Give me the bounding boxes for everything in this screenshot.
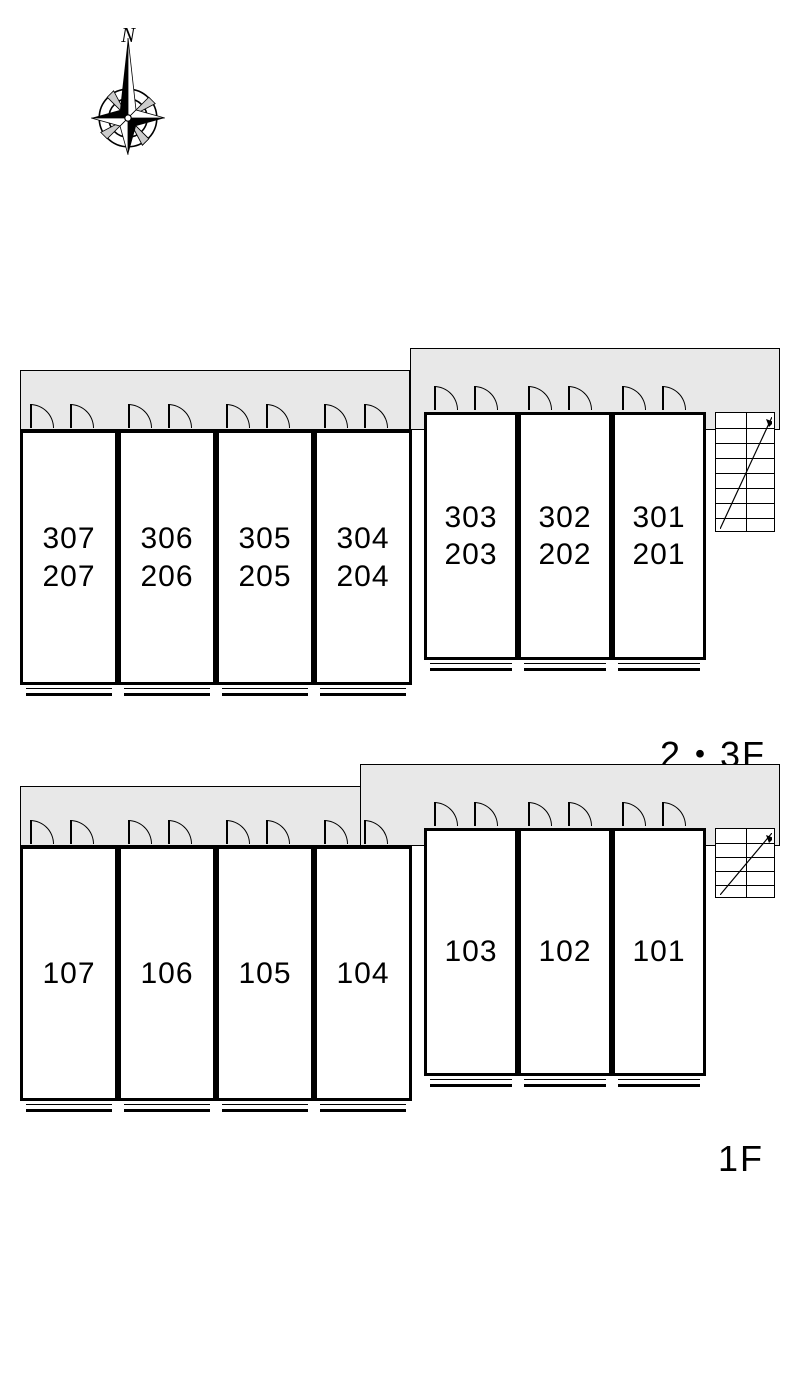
unit-number-label: 207 — [42, 558, 95, 596]
balcony-rail — [222, 1104, 308, 1112]
floor-plan-f23: 3072073062063052053042043032033022023012… — [20, 370, 780, 718]
svg-text:N: N — [120, 24, 136, 47]
balcony-rail — [430, 663, 512, 671]
unit-number-label: 204 — [336, 558, 389, 596]
unit-204: 304204 — [314, 430, 412, 685]
unit-207: 307207 — [20, 430, 118, 685]
staircase — [715, 412, 775, 532]
balcony-rail — [618, 663, 700, 671]
balcony-rail — [320, 688, 406, 696]
unit-number-label: 307 — [42, 520, 95, 558]
door-hinge-line — [528, 802, 530, 826]
unit-number-label: 107 — [42, 955, 95, 993]
staircase — [715, 828, 775, 898]
unit-205: 305205 — [216, 430, 314, 685]
door-hinge-line — [434, 802, 436, 826]
door-hinge-line — [324, 404, 326, 428]
unit-number-label: 106 — [140, 955, 193, 993]
balcony-rail — [320, 1104, 406, 1112]
balcony-rail — [430, 1079, 512, 1087]
unit-number-label: 202 — [538, 536, 591, 574]
door-hinge-line — [528, 386, 530, 410]
door-hinge-line — [266, 820, 268, 844]
unit-202: 302202 — [518, 412, 612, 660]
unit-107: 107 — [20, 846, 118, 1101]
unit-number-label: 101 — [632, 933, 685, 971]
unit-number-label: 203 — [444, 536, 497, 574]
door-hinge-line — [266, 404, 268, 428]
floorplan-canvas: N 30720730620630520530420430320330220230… — [0, 0, 800, 1373]
unit-number-label: 306 — [140, 520, 193, 558]
door-hinge-line — [324, 820, 326, 844]
door-hinge-line — [622, 386, 624, 410]
unit-number-label: 304 — [336, 520, 389, 558]
balcony-rail — [124, 1104, 210, 1112]
balcony-rail — [524, 1079, 606, 1087]
floor-label-f1: 1F — [718, 1138, 764, 1180]
unit-number-label: 102 — [538, 933, 591, 971]
unit-206: 306206 — [118, 430, 216, 685]
door-hinge-line — [568, 802, 570, 826]
floor-plan-f1: 107 106 105 104 103 102 101 — [20, 786, 780, 1134]
balcony-rail — [524, 663, 606, 671]
unit-104: 104 — [314, 846, 412, 1101]
unit-number-label: 104 — [336, 955, 389, 993]
unit-102: 102 — [518, 828, 612, 1076]
door-hinge-line — [622, 802, 624, 826]
door-hinge-line — [662, 386, 664, 410]
balcony-rail — [222, 688, 308, 696]
unit-number-label: 201 — [632, 536, 685, 574]
balcony-rail — [124, 688, 210, 696]
unit-101: 101 — [612, 828, 706, 1076]
balcony-rail — [26, 688, 112, 696]
compass-rose: N — [48, 22, 208, 182]
balcony-rail — [26, 1104, 112, 1112]
door-hinge-line — [434, 386, 436, 410]
unit-number-label: 301 — [632, 499, 685, 537]
door-hinge-line — [30, 820, 32, 844]
door-hinge-line — [70, 820, 72, 844]
unit-number-label: 302 — [538, 499, 591, 537]
door-hinge-line — [364, 820, 366, 844]
unit-number-label: 103 — [444, 933, 497, 971]
unit-106: 106 — [118, 846, 216, 1101]
door-hinge-line — [70, 404, 72, 428]
door-hinge-line — [168, 820, 170, 844]
unit-203: 303203 — [424, 412, 518, 660]
door-hinge-line — [662, 802, 664, 826]
unit-103: 103 — [424, 828, 518, 1076]
unit-105: 105 — [216, 846, 314, 1101]
unit-number-label: 205 — [238, 558, 291, 596]
door-hinge-line — [364, 404, 366, 428]
unit-number-label: 305 — [238, 520, 291, 558]
unit-number-label: 206 — [140, 558, 193, 596]
door-hinge-line — [474, 386, 476, 410]
door-hinge-line — [226, 404, 228, 428]
door-hinge-line — [168, 404, 170, 428]
unit-201: 301201 — [612, 412, 706, 660]
balcony-rail — [618, 1079, 700, 1087]
door-hinge-line — [30, 404, 32, 428]
door-hinge-line — [128, 404, 130, 428]
unit-number-label: 105 — [238, 955, 291, 993]
door-hinge-line — [128, 820, 130, 844]
door-hinge-line — [226, 820, 228, 844]
door-hinge-line — [474, 802, 476, 826]
door-hinge-line — [568, 386, 570, 410]
unit-number-label: 303 — [444, 499, 497, 537]
